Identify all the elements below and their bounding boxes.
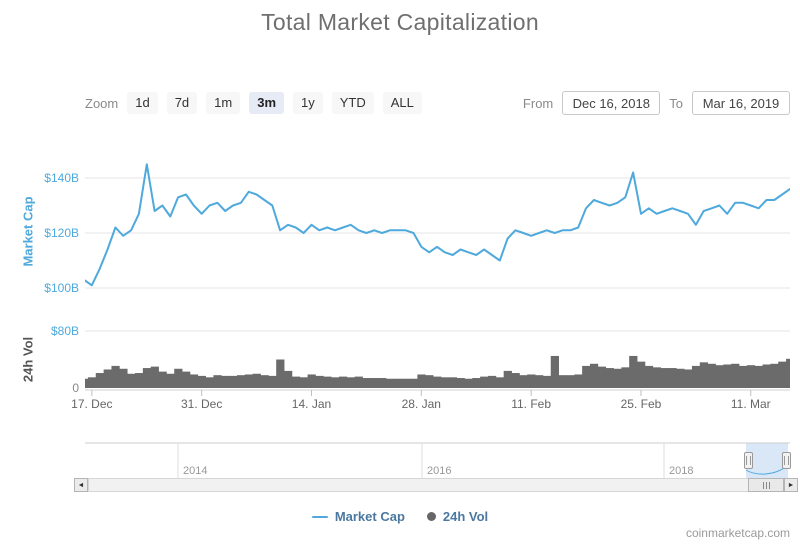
legend-item-market-cap[interactable]: Market Cap xyxy=(311,509,405,524)
navigator-year-label: 2016 xyxy=(427,465,451,477)
volume-columns xyxy=(85,355,790,388)
x-axis-label: 17. Dec xyxy=(71,397,112,411)
navigator-selection[interactable] xyxy=(746,443,788,479)
x-axis-label: 14. Jan xyxy=(292,397,331,411)
handle-grip-icon xyxy=(746,456,751,465)
scrollbar-right-arrow-icon[interactable]: ► xyxy=(784,478,798,492)
zoom-button-1m[interactable]: 1m xyxy=(206,92,241,114)
navigator-handle-left[interactable] xyxy=(744,452,753,469)
scrollbar-left-arrow-icon[interactable]: ◄ xyxy=(74,478,88,492)
chart-scrollbar: ◄ ► xyxy=(74,478,798,492)
volume-axis-title: 24h Vol xyxy=(20,336,36,383)
market-cap-tick-label: $140B xyxy=(44,171,79,185)
watermark: coinmarketcap.com xyxy=(685,526,790,540)
x-axis-label: 25. Feb xyxy=(621,397,662,411)
circle-marker-icon xyxy=(426,512,436,521)
thumb-grip-icon xyxy=(762,481,764,489)
x-axis-label: 11. Feb xyxy=(511,397,551,411)
zoom-button-1d[interactable]: 1d xyxy=(127,92,158,114)
from-date-input[interactable] xyxy=(562,91,661,115)
scrollbar-thumb[interactable] xyxy=(748,478,784,492)
date-range-controls: From To xyxy=(523,91,790,115)
thumb-grip-icon xyxy=(768,481,770,489)
legend-label: Market Cap xyxy=(334,509,405,524)
zoom-button-ytd[interactable]: YTD xyxy=(331,92,374,114)
navigator-year-label: 2014 xyxy=(183,465,207,477)
market-cap-line xyxy=(85,163,790,287)
market-cap-tick-label: $120B xyxy=(44,226,79,240)
x-axis-label: 31. Dec xyxy=(181,397,222,411)
market-cap-axis-title: Market Cap xyxy=(20,196,36,267)
to-date-input[interactable] xyxy=(692,91,790,115)
x-axis: 17. Dec 31. Dec 14. Jan 28. Jan 11. Feb 25. F… xyxy=(71,389,790,411)
zoom-button-7d[interactable]: 7d xyxy=(166,92,198,114)
from-label: From xyxy=(522,95,554,111)
page-title: Total Market Capitalization xyxy=(261,9,539,35)
scrollbar-track[interactable] xyxy=(88,478,784,492)
range-toolbar: Zoom 1d 7d 1m 3m 1y YTD ALL From To xyxy=(85,90,790,116)
to-label: To xyxy=(669,95,683,111)
navigator-handle-right[interactable] xyxy=(782,452,791,469)
zoom-label: Zoom xyxy=(85,95,119,111)
legend-label: 24h Vol xyxy=(442,509,489,524)
handle-grip-icon xyxy=(784,456,789,465)
zoom-controls: Zoom 1d 7d 1m 3m 1y YTD ALL xyxy=(85,92,422,114)
navigator: 2014 2016 2018 xyxy=(85,442,790,479)
zoom-button-all[interactable]: ALL xyxy=(382,92,422,114)
volume-gridlines: $80B 0 xyxy=(51,324,790,395)
chart-legend: Market Cap 24h Vol xyxy=(0,509,800,524)
market-cap-gridlines: $140B $120B $100B xyxy=(44,171,790,295)
navigator-year-label: 2018 xyxy=(669,465,693,477)
thumb-grip-icon xyxy=(765,481,767,489)
zoom-button-1y[interactable]: 1y xyxy=(293,92,323,114)
legend-item-24h-vol[interactable]: 24h Vol xyxy=(426,509,489,524)
market-cap-tick-label: $100B xyxy=(44,281,79,295)
line-marker-icon xyxy=(311,515,328,518)
zoom-range-buttons: 1d 7d 1m 3m 1y YTD ALL xyxy=(127,92,422,114)
volume-tick-label: $80B xyxy=(51,324,79,338)
volume-tick-label: 0 xyxy=(72,381,79,395)
zoom-button-3m[interactable]: 3m xyxy=(249,92,285,114)
x-axis-label: 28. Jan xyxy=(402,397,441,411)
x-axis-label: 11. Mar xyxy=(731,397,771,411)
